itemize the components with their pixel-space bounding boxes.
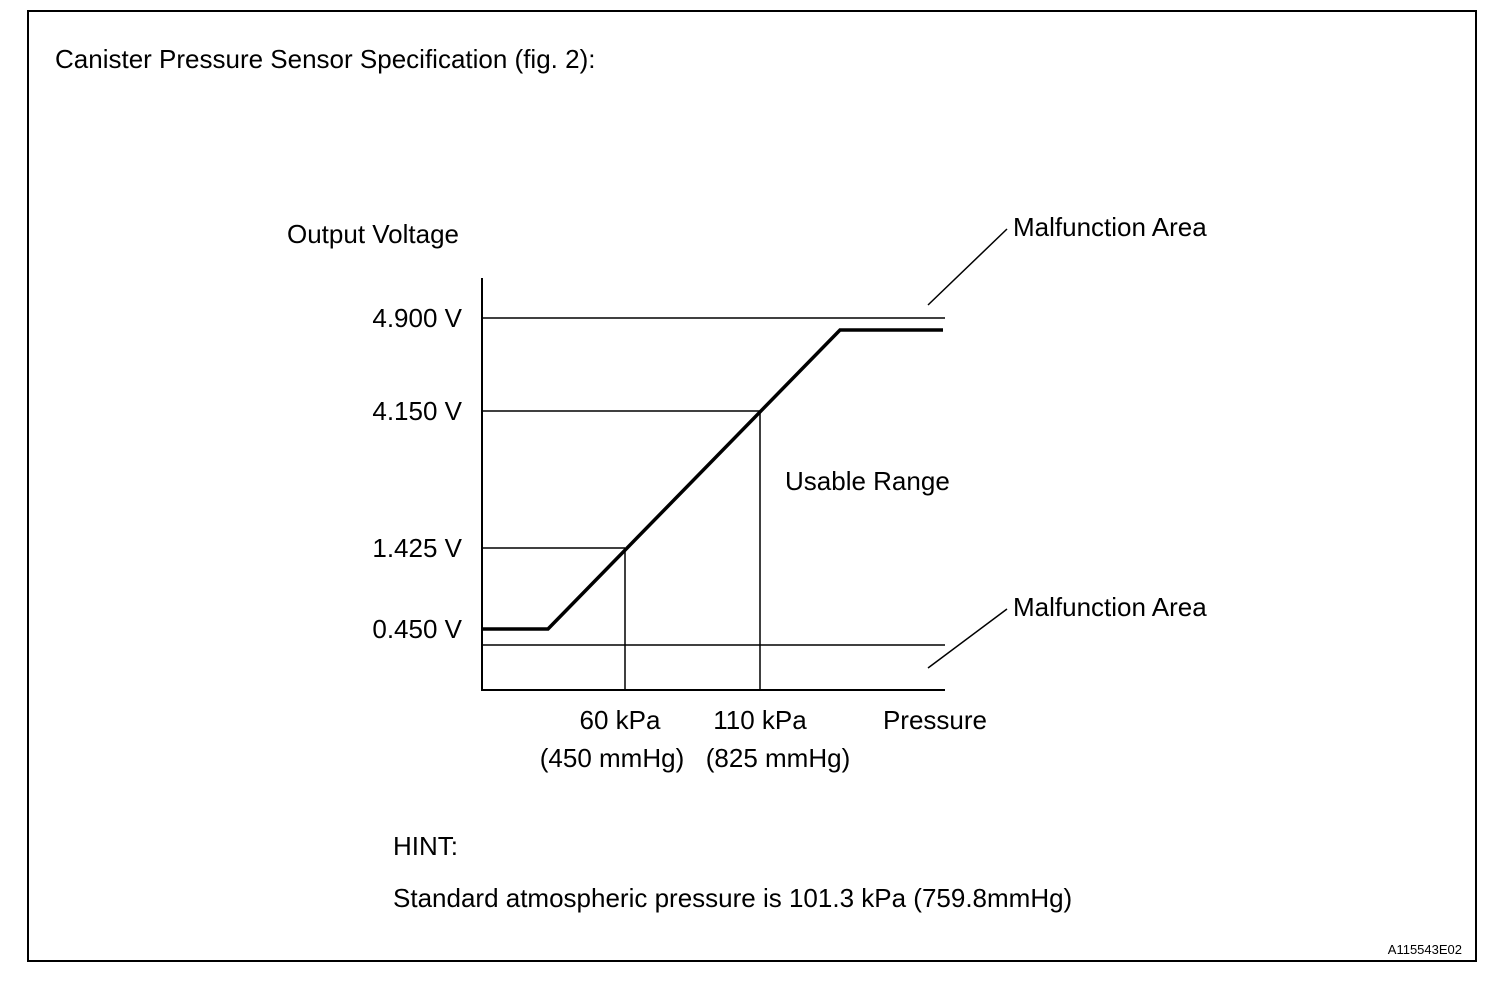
page-border (27, 10, 1477, 962)
sensor-output-curve (482, 328, 943, 631)
annotation-malfunction-top: Malfunction Area (1013, 212, 1207, 242)
leader-line-malfunction-bottom (927, 608, 1008, 669)
figure-code: A115543E02 (1387, 942, 1462, 957)
annotation-malfunction-bottom: Malfunction Area (1013, 592, 1207, 622)
y-tick-4150: 4.150 V (372, 396, 462, 426)
x-subtick-450mmhg: (450 mmHg) (539, 743, 685, 773)
y-axis-title: Output Voltage (287, 219, 460, 249)
annotation-usable-range: Usable Range (785, 466, 950, 496)
x-axis-title: Pressure (882, 705, 988, 735)
axes-lines (481, 278, 945, 691)
y-tick-0450: 0.450 V (372, 614, 462, 644)
y-tick-4900: 4.900 V (372, 303, 462, 333)
y-tick-1425: 1.425 V (372, 533, 462, 563)
page-title: Canister Pressure Sensor Specification (… (55, 44, 596, 74)
x-tick-110kpa: 110 kPa (713, 705, 807, 735)
hint-text: Standard atmospheric pressure is 101.3 k… (393, 883, 1073, 913)
leader-line-malfunction-top (927, 228, 1008, 306)
x-subtick-825mmhg: (825 mmHg) (705, 743, 851, 773)
hint-label: HINT: (393, 831, 458, 861)
x-tick-60kpa: 60 kPa (579, 705, 661, 735)
